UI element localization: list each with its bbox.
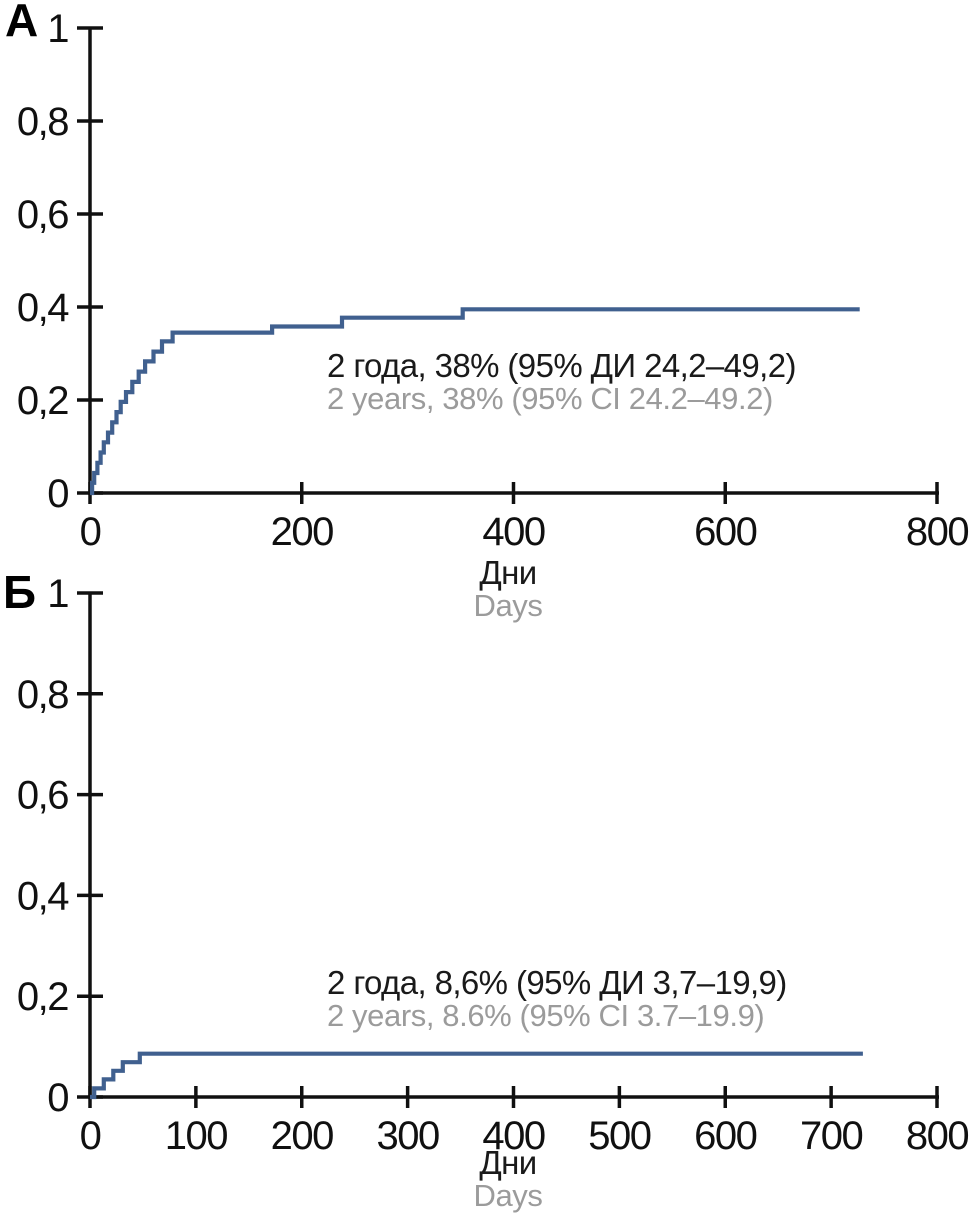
- panel-a-x-axis-title-en: Days: [473, 588, 542, 623]
- y-tick-label: 1: [47, 572, 68, 616]
- x-tick-label: 400: [482, 510, 544, 554]
- x-tick-label: 200: [271, 510, 333, 554]
- panel-a-label: А: [5, 0, 38, 46]
- x-tick-label: 600: [694, 1114, 756, 1158]
- x-tick-label: 700: [800, 1114, 862, 1158]
- y-tick-label: 1: [47, 7, 68, 51]
- panel-b-plot: 0 0,2 0,4 0,6 0,8 1 0 100 200 300 400 500 600 700 800: [17, 572, 970, 1158]
- y-tick-label: 0: [47, 1076, 68, 1120]
- x-tick-label: 800: [906, 510, 968, 554]
- y-tick-label: 0,6: [17, 774, 68, 818]
- y-tick-label: 0,2: [17, 379, 68, 423]
- y-tick-label: 0: [47, 472, 68, 516]
- panel-a: А 00,20,40,60,810 200 400 600 800 2 года, 38…: [5, 0, 970, 623]
- y-tick-label: 0,6: [17, 193, 68, 237]
- panel-a-annotation-en: 2 years, 38% (95% CI 24.2–49.2): [327, 381, 773, 416]
- panel-b-x-axis-title-ru: Дни: [479, 1144, 536, 1181]
- y-tick-label: 0,4: [17, 874, 69, 918]
- x-tick-label: 400: [482, 1114, 544, 1158]
- y-tick-label: 0,8: [17, 673, 68, 717]
- panel-b-x-axis-title-en: Days: [473, 1178, 542, 1213]
- panel-a-x-axis-title-ru: Дни: [479, 554, 536, 591]
- panel-b-annotation-en: 2 years, 8.6% (95% CI 3.7–19.9): [327, 998, 764, 1033]
- x-tick-label: 0: [80, 1114, 101, 1158]
- y-tick-label: 0,8: [17, 100, 68, 144]
- x-tick-label: 100: [165, 1114, 227, 1158]
- panel-b-annotation-ru: 2 года, 8,6% (95% ДИ 3,7–19,9): [327, 964, 787, 1001]
- x-tick-label: 500: [588, 1114, 650, 1158]
- x-tick-label: 300: [377, 1114, 439, 1158]
- panel-a-plot: 0 0,2 0,4 0,6 0,8 1 0 200 400 600 800: [17, 7, 970, 554]
- panel-a-annotation-ru: 2 года, 38% (95% ДИ 24,2–49,2): [327, 347, 796, 384]
- x-tick-label: 200: [271, 1114, 333, 1158]
- km-step-curve: [90, 307, 860, 496]
- x-tick-label: 0: [80, 510, 101, 554]
- y-tick-label: 0,2: [17, 975, 68, 1019]
- panel-b-label: Б: [3, 566, 36, 618]
- panel-b: Б 0 0,2 0,4 0,6 0,8 1 0 100 200 300 400 500 600 700 80…: [3, 566, 970, 1213]
- x-tick-label: 800: [906, 1114, 968, 1158]
- km-step-curve: [90, 1051, 863, 1100]
- y-tick-label: 0,4: [17, 286, 69, 330]
- x-tick-label: 600: [694, 510, 756, 554]
